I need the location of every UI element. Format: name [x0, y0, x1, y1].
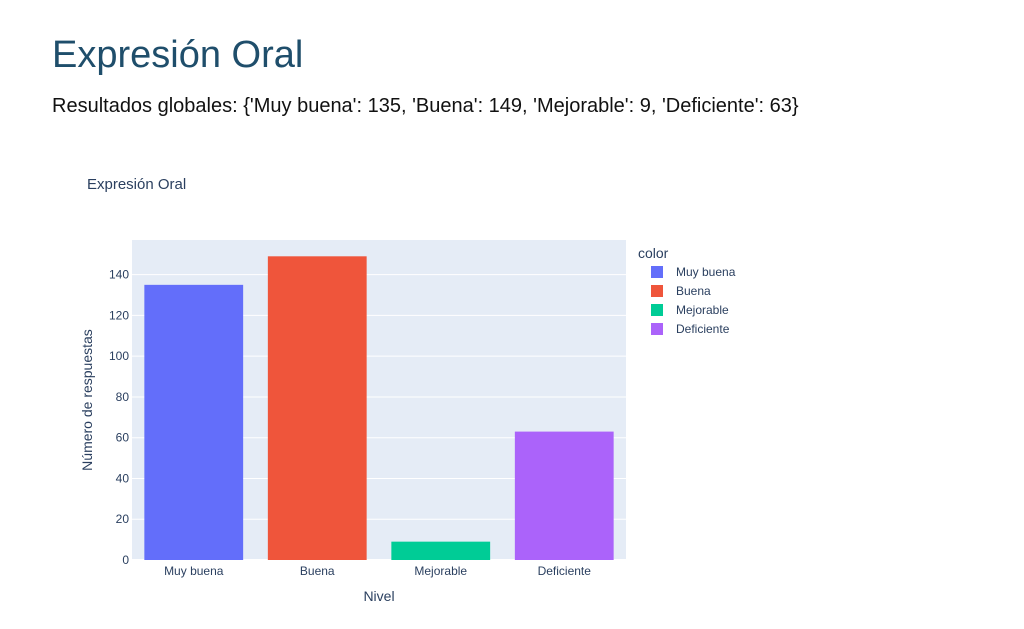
- legend-entry[interactable]: Mejorable: [676, 303, 729, 317]
- bar[interactable]: [267, 256, 367, 560]
- x-axis-label: Nivel: [363, 588, 394, 604]
- y-tick-label: 0: [122, 553, 129, 567]
- bar[interactable]: [391, 541, 491, 560]
- legend-swatch: [651, 266, 663, 278]
- y-tick-label: 60: [116, 431, 130, 445]
- bars: [144, 256, 614, 560]
- page-title: Expresión Oral: [52, 34, 304, 76]
- legend: color Muy buena Buena Mejorable Deficiente: [638, 245, 736, 336]
- x-tick-label: Muy buena: [164, 564, 224, 578]
- y-tick-labels: 0 20 40 60 80 100 120 140: [109, 268, 129, 567]
- y-tick-label: 120: [109, 308, 129, 322]
- legend-entry[interactable]: Muy buena: [676, 265, 736, 279]
- y-tick-label: 140: [109, 268, 129, 282]
- x-tick-label: Deficiente: [538, 564, 592, 578]
- chart-title: Expresión Oral: [87, 176, 186, 193]
- x-tick-label: Mejorable: [414, 564, 467, 578]
- bar[interactable]: [514, 431, 614, 560]
- legend-swatch: [651, 323, 663, 335]
- legend-entry[interactable]: Buena: [676, 284, 711, 298]
- results-summary: Resultados globales: {'Muy buena': 135, …: [52, 95, 799, 117]
- y-tick-label: 80: [116, 390, 130, 404]
- bar[interactable]: [144, 284, 244, 560]
- legend-entry[interactable]: Deficiente: [676, 322, 730, 336]
- legend-swatch: [651, 304, 663, 316]
- x-tick-labels: Muy buena Buena Mejorable Deficiente: [164, 564, 591, 578]
- y-tick-label: 100: [109, 349, 129, 363]
- legend-swatch: [651, 285, 663, 297]
- y-tick-label: 20: [116, 512, 130, 526]
- y-tick-label: 40: [116, 471, 130, 485]
- legend-title: color: [638, 245, 669, 261]
- x-tick-label: Buena: [300, 564, 335, 578]
- y-axis-label: Número de respuestas: [79, 329, 95, 471]
